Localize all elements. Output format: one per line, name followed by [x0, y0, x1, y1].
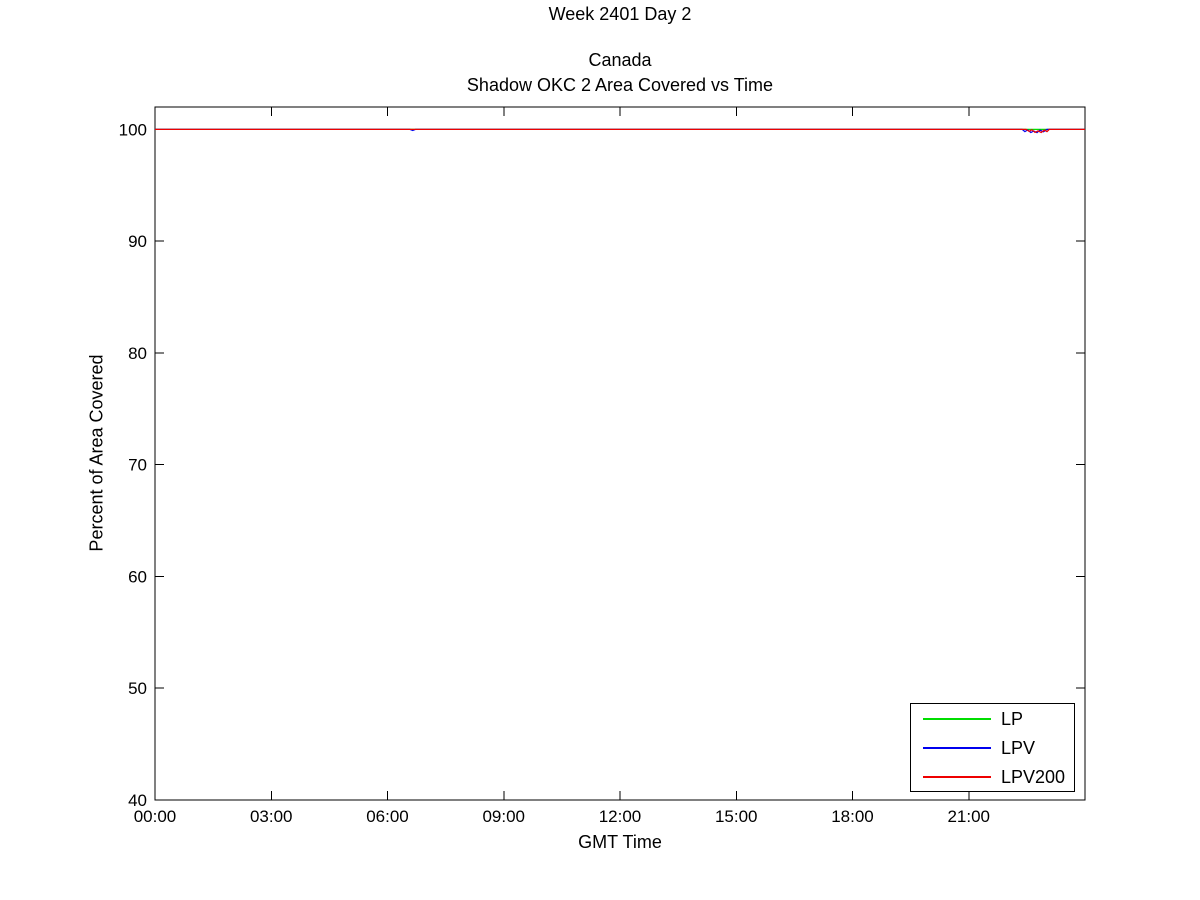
series-LPV200 [155, 128, 1085, 134]
legend-line-swatch-lp [923, 717, 991, 720]
x-axis-label: GMT Time [578, 832, 662, 852]
y-tick-label: 50 [128, 679, 147, 698]
x-tick-label: 09:00 [482, 807, 525, 826]
figure-suptitle: Week 2401 Day 2 [548, 4, 692, 24]
legend-item-lpv200: LPV200 [911, 768, 1074, 786]
legend-label-lpv200: LPV200 [1001, 766, 1066, 787]
y-tick-label: 80 [128, 344, 147, 363]
x-tick-label: 00:00 [134, 807, 177, 826]
legend-item-lp: LP [911, 710, 1074, 728]
axes-title-line2: Shadow OKC 2 Area Covered vs Time [466, 75, 774, 95]
axes-title: Canada Shadow OKC 2 Area Covered vs Time [155, 48, 1085, 98]
x-tick-label: 03:00 [250, 807, 293, 826]
legend-label-lpv: LPV [1001, 737, 1036, 758]
y-tick-label: 60 [128, 567, 147, 586]
y-tick-label: 90 [128, 232, 147, 251]
legend: LP LPV LPV200 [910, 703, 1075, 792]
x-tick-label: 06:00 [366, 807, 409, 826]
legend-item-lpv: LPV [911, 739, 1074, 757]
x-tick-label: 15:00 [715, 807, 758, 826]
y-tick-label: 40 [128, 791, 147, 810]
y-tick-label: 100 [119, 120, 147, 139]
x-tick-label: 12:00 [599, 807, 642, 826]
legend-line-swatch-lpv200 [923, 775, 991, 778]
plot-box [154, 106, 1086, 801]
legend-label-lp: LP [1001, 708, 1024, 729]
y-axis-label: Percent of Area Covered [86, 354, 107, 552]
axes-title-line1: Canada [588, 50, 652, 70]
x-tick-label: 18:00 [831, 807, 874, 826]
x-tick-label: 21:00 [947, 807, 990, 826]
legend-line-swatch-lpv [923, 746, 991, 749]
y-tick-label: 70 [128, 456, 147, 475]
